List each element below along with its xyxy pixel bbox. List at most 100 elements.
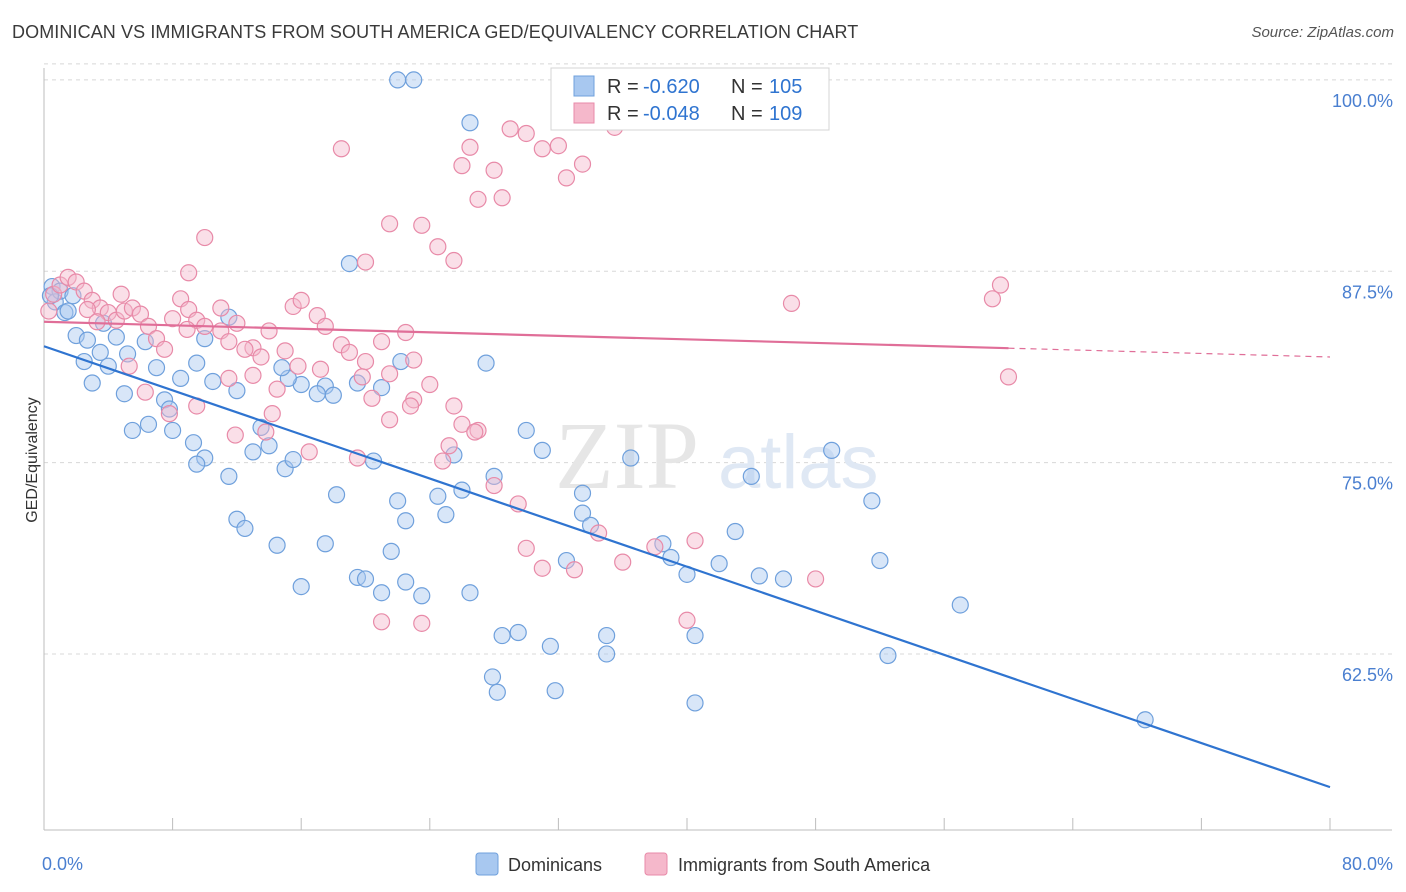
dominicans-point — [951, 596, 969, 614]
dominicans-point — [397, 512, 415, 530]
immigrants-trendline-extension — [1008, 347, 1331, 358]
dominicans-point — [477, 354, 495, 372]
immigrants-point — [268, 380, 286, 398]
dominicans-point — [726, 522, 744, 541]
dominicans-point — [710, 555, 728, 573]
immigrants-point — [212, 299, 230, 317]
points-layer — [40, 71, 1154, 729]
x-tick-label-min: 0.0% — [42, 854, 83, 874]
immigrants-point — [289, 357, 307, 375]
legend-blue-r-label: R = — [607, 76, 639, 98]
dominicans-point — [268, 536, 286, 554]
dominicans-point — [67, 326, 85, 345]
dominicans-point — [686, 694, 704, 712]
dominicans-point — [316, 535, 334, 553]
bottom-legend-immigrants: Immigrants from South America — [678, 855, 931, 875]
immigrants-point — [485, 476, 503, 495]
immigrants-point — [469, 190, 487, 208]
legend-blue-n-label: N = — [731, 76, 763, 98]
immigrants-point — [517, 539, 535, 557]
immigrants-point — [372, 333, 391, 351]
immigrants-point — [353, 368, 371, 386]
dominicans-point — [598, 626, 616, 645]
dominicans-point — [823, 441, 841, 459]
dominicans-point — [382, 542, 400, 560]
immigrants-point — [401, 397, 420, 415]
dominicans-point — [437, 506, 455, 524]
bottom-legend-pink-swatch — [644, 852, 668, 876]
immigrants-point — [178, 320, 196, 339]
immigrants-point — [573, 155, 592, 173]
dominicans-point — [184, 434, 203, 452]
dominicans-point — [750, 567, 768, 585]
immigrants-point — [311, 360, 330, 378]
dominicans-point — [493, 626, 511, 645]
immigrants-point — [139, 317, 158, 335]
immigrants-point — [164, 310, 182, 328]
dominicans-point — [83, 374, 101, 392]
dominicans-point — [389, 492, 407, 510]
dominicans-point — [622, 449, 640, 467]
immigrants-point — [332, 140, 350, 158]
dominicans-point — [372, 378, 391, 397]
immigrants-point — [263, 405, 281, 423]
immigrants-point — [782, 294, 801, 312]
dominicans-point — [461, 114, 479, 132]
dominicans-point — [196, 330, 214, 348]
immigrants-point — [445, 251, 463, 270]
immigrants-point — [226, 426, 244, 444]
top-legend-box — [550, 67, 830, 131]
dominicans-point — [188, 354, 206, 372]
immigrants-point — [614, 553, 632, 571]
dominicans-point — [327, 486, 346, 504]
immigrants-point — [493, 189, 511, 207]
dominicans-point — [573, 504, 592, 522]
dominicans-point — [340, 254, 359, 273]
dominicans-point — [389, 71, 407, 89]
dominicans-point — [429, 487, 447, 505]
y-tick-label: 100.0% — [1332, 91, 1393, 111]
dominicans-point — [308, 385, 326, 403]
immigrants-point — [646, 538, 664, 556]
dominicans-point — [863, 492, 881, 510]
immigrants-point — [356, 253, 375, 271]
immigrants-point — [381, 411, 399, 429]
dominicans-point — [1136, 711, 1154, 729]
immigrants-point — [453, 157, 471, 175]
trend-layer — [43, 320, 1331, 789]
legend-blue-r-value: -0.620 — [643, 76, 700, 98]
watermark-atlas: atlas — [718, 420, 879, 505]
immigrants-point — [340, 343, 359, 361]
dominicans-point — [252, 418, 270, 436]
immigrants-point — [257, 423, 275, 441]
immigrants-point — [155, 340, 174, 358]
dominicans-point — [236, 519, 254, 538]
dominicans-point — [485, 467, 503, 485]
immigrants-point — [91, 299, 109, 317]
dominicans-point — [686, 626, 704, 645]
top-legend: R = -0.620 N = 105 R = -0.048 N = 109 — [550, 67, 830, 131]
dominicans-point — [273, 359, 291, 377]
dominicans-point — [533, 441, 551, 459]
immigrants-point — [549, 137, 568, 155]
dominicans-point — [871, 551, 889, 570]
immigrants-point — [453, 415, 471, 433]
immigrants-point — [461, 138, 479, 156]
dominicans-point — [392, 352, 410, 371]
immigrants-point — [445, 397, 463, 415]
legend-pink-r-label: R = — [607, 103, 639, 125]
dominicans-point — [284, 450, 302, 469]
dominicans-point — [204, 372, 222, 391]
dominicans-point — [546, 682, 564, 700]
dominicans-point — [139, 415, 158, 433]
dominicans-point — [573, 484, 592, 502]
legend-pink-r-value: -0.048 — [643, 103, 700, 125]
dominicans-point — [372, 584, 391, 602]
immigrants-trendline — [43, 320, 1009, 350]
immigrants-point — [88, 313, 106, 331]
dominicans-point — [172, 369, 190, 388]
y-tick-label: 62.5% — [1342, 665, 1393, 685]
bottom-legend-blue-swatch — [475, 852, 499, 876]
immigrants-point — [983, 290, 1002, 308]
dominicans-point — [598, 645, 616, 663]
